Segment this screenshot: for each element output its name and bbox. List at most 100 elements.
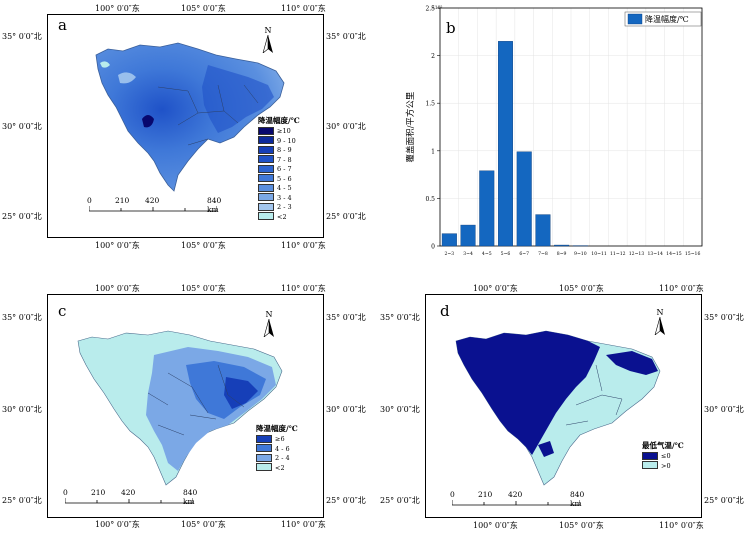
legend-swatch bbox=[258, 126, 274, 135]
scale-label: 420 bbox=[145, 196, 160, 205]
y-tick-label: 0.5 bbox=[425, 196, 435, 203]
scale-label: 420 bbox=[508, 490, 523, 499]
legend-item: >0 bbox=[642, 461, 684, 471]
x-tick-label: 6~7 bbox=[519, 251, 529, 257]
lat-label-right: 30° 0′0″北 bbox=[326, 405, 366, 414]
lon-label-top: 110° 0′0″东 bbox=[281, 284, 326, 293]
north-arrow: N bbox=[261, 26, 275, 55]
legend-label: 4 - 5 bbox=[277, 184, 292, 192]
chart-legend-label: 降温幅度/℃ bbox=[645, 14, 689, 24]
bar bbox=[554, 244, 570, 247]
legend-item: <2 bbox=[258, 212, 300, 222]
legend-swatch bbox=[256, 463, 272, 471]
lat-label-right: 25° 0′0″北 bbox=[326, 212, 366, 221]
y-tick-label: 1.5 bbox=[425, 101, 435, 108]
legend-label: 9 - 10 bbox=[277, 136, 296, 145]
scale-bar: 0 210 420 840 km bbox=[63, 488, 197, 506]
legend-swatch bbox=[258, 202, 274, 211]
lon-label-bottom: 100° 0′0″东 bbox=[473, 521, 518, 530]
panel-a: 100° 0′0″东 105° 0′0″东 110° 0′0″东 100° 0′… bbox=[0, 0, 370, 250]
lon-label-top: 105° 0′0″东 bbox=[181, 4, 226, 13]
y-tick-label: 2 bbox=[431, 53, 435, 60]
north-arrow: N bbox=[262, 310, 276, 339]
bar bbox=[441, 233, 457, 247]
lon-label-bottom: 100° 0′0″东 bbox=[95, 241, 140, 250]
legend-label: ≥10 bbox=[277, 127, 291, 135]
legend-label: 3 - 4 bbox=[277, 193, 292, 202]
panel-letter: c bbox=[58, 302, 67, 320]
scale-bar: 0 210 420 840 km bbox=[87, 196, 221, 214]
legend-label: 4 - 6 bbox=[275, 444, 290, 453]
scale-bar-line bbox=[89, 206, 217, 212]
legend-item: 7 - 8 bbox=[258, 155, 300, 165]
lon-label-bottom: 100° 0′0″东 bbox=[95, 520, 140, 529]
chart-legend-swatch bbox=[627, 13, 643, 25]
x-tick-label: 14~15 bbox=[666, 251, 682, 257]
legend-item: 6 - 7 bbox=[258, 164, 300, 175]
legend-label: ≥6 bbox=[275, 435, 285, 443]
lat-label-left: 25° 0′0″北 bbox=[2, 212, 42, 221]
legend-swatch bbox=[258, 155, 274, 163]
legend-item: 8 - 9 bbox=[258, 145, 300, 156]
x-tick-label: 15~16 bbox=[685, 251, 701, 257]
chart-legend-box bbox=[624, 11, 702, 27]
legend-label: 2 - 4 bbox=[275, 454, 290, 462]
legend-item: ≤0 bbox=[642, 451, 684, 462]
panel-c: 100° 0′0″东 105° 0′0″东 110° 0′0″东 100° 0′… bbox=[0, 280, 370, 534]
y-axis-label: 覆盖面积/平方公里 bbox=[405, 91, 416, 162]
bar bbox=[498, 41, 513, 247]
scale-label: 420 bbox=[121, 488, 136, 497]
scale-label: 0 bbox=[450, 490, 455, 499]
legend-item: 2 - 3 bbox=[258, 202, 300, 213]
x-tick-label: 4~5 bbox=[482, 251, 492, 257]
scale-label: 0 bbox=[87, 196, 92, 205]
region-max bbox=[224, 377, 258, 409]
y-tick-label: 0 bbox=[431, 244, 435, 251]
x-tick-label: 3~4 bbox=[463, 251, 473, 257]
x-tick-label: 13~14 bbox=[647, 251, 663, 257]
bar-chart: 0 0.5 1 1.5 2 2.5×10⁵ 2~3 3~4 4~5 5~6 6~7 7~8 8~9 9~1… bbox=[405, 5, 703, 257]
scale-bar-line bbox=[452, 500, 580, 506]
x-tick-label: 9~10 bbox=[574, 251, 587, 257]
lon-label-bottom: 105° 0′0″东 bbox=[181, 241, 226, 250]
lat-label-left: 25° 0′0″北 bbox=[2, 496, 42, 505]
lat-label-right: 35° 0′0″北 bbox=[326, 313, 366, 322]
legend-swatch bbox=[258, 164, 274, 173]
x-tick-label: 5~6 bbox=[501, 251, 511, 257]
legend-swatch bbox=[258, 136, 274, 144]
lon-label-top: 110° 0′0″东 bbox=[659, 284, 704, 293]
legend-item: 5 - 6 bbox=[258, 174, 300, 184]
scale-bar: 0 210 420 840 km bbox=[450, 490, 584, 508]
x-tick-label: 7~8 bbox=[538, 251, 548, 257]
legend-swatch bbox=[258, 145, 274, 154]
y-tick-label: 1 bbox=[431, 148, 435, 155]
legend-label: <2 bbox=[275, 463, 285, 472]
north-arrow-icon bbox=[263, 318, 274, 338]
legend-swatch bbox=[256, 453, 272, 462]
map-frame bbox=[47, 14, 324, 238]
legend-swatch bbox=[642, 461, 658, 469]
legend-label: 7 - 8 bbox=[277, 155, 292, 164]
legend-swatch bbox=[258, 183, 274, 192]
panel-letter: d bbox=[440, 302, 450, 320]
scale-label: 210 bbox=[478, 490, 493, 499]
legend-d: 最低气温/℃ ≤0 >0 bbox=[642, 441, 684, 471]
x-tick-label: 12~13 bbox=[629, 251, 645, 257]
lon-label-top: 100° 0′0″东 bbox=[473, 284, 518, 293]
legend-swatch bbox=[642, 451, 658, 460]
x-tick-label: 11~12 bbox=[610, 251, 626, 257]
lat-label-left: 30° 0′0″北 bbox=[2, 405, 42, 414]
lat-label-left: 25° 0′0″北 bbox=[380, 496, 420, 505]
legend-swatch bbox=[256, 444, 272, 452]
legend-item: 2 - 4 bbox=[256, 453, 298, 464]
lon-label-bottom: 105° 0′0″东 bbox=[559, 521, 604, 530]
scale-label: 840 km bbox=[183, 488, 198, 506]
x-tick-label: 10~11 bbox=[591, 251, 607, 257]
legend-item: 3 - 4 bbox=[258, 193, 300, 203]
bar bbox=[516, 151, 532, 247]
panel-b: 0 0.5 1 1.5 2 2.5 ×10⁵ 2~3 3~4 4~5 5~6 6~7 7~8 8~9 9~1… bbox=[390, 0, 748, 265]
map-sichuan-min-temp bbox=[455, 330, 661, 486]
bar bbox=[479, 170, 495, 247]
map-frame bbox=[47, 294, 324, 518]
